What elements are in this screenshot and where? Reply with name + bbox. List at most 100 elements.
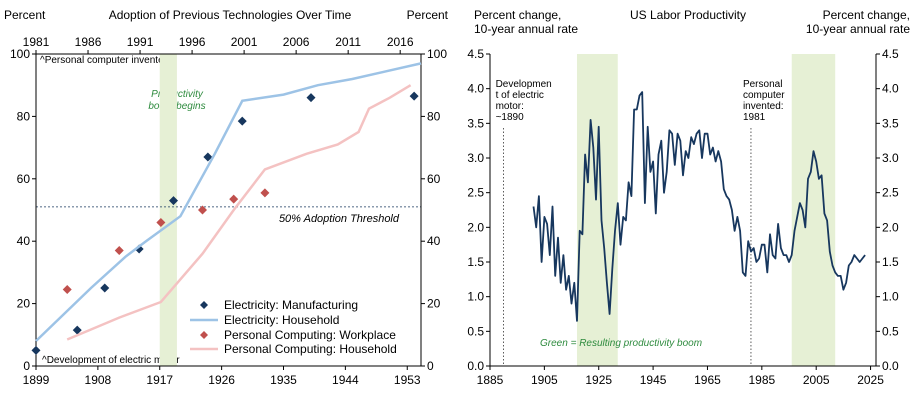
- marker-electricity-manufacturing: [237, 116, 247, 126]
- top-xtick-label: 2016: [387, 35, 414, 49]
- left-ytick-label-right: 40: [427, 234, 441, 248]
- right-chart-title: US Labor Productivity: [630, 8, 746, 22]
- right-ylabel-left-line2: 10-year annual rate: [474, 22, 578, 36]
- marker-personal-computing-workplace: [229, 194, 239, 204]
- left-ytick-label: 20: [17, 297, 31, 311]
- event-marker-label-line: t of electric: [496, 90, 544, 101]
- right-ylabel-right-line1: Percent change,: [823, 8, 910, 22]
- right-ylabel-right: Percent change, 10-year annual rate: [806, 8, 910, 36]
- series-line-us-labor-productivity: [532, 91, 866, 322]
- top-xtick-label: 1996: [179, 35, 206, 49]
- series-line-electricity-household: [35, 62, 422, 342]
- marker-electricity-manufacturing: [72, 325, 82, 335]
- bottom-xtick-label: 1953: [394, 373, 421, 387]
- left-ytick-label-right: 80: [427, 109, 441, 123]
- series-line-personal-computing-household: [66, 84, 412, 341]
- bottom-xtick-label: 1926: [208, 373, 235, 387]
- marker-personal-computing-workplace: [62, 285, 72, 295]
- event-marker-label-line: computer: [743, 90, 785, 101]
- top-xtick-label: 1986: [75, 35, 102, 49]
- right-ytick-label-left: 3.0: [467, 151, 484, 165]
- left-shaded-region: [159, 54, 177, 366]
- left-ytick-label-right: 100: [427, 47, 447, 61]
- marker-electricity-manufacturing: [306, 93, 316, 103]
- right-ylabel-left: Percent change, 10-year annual rate: [474, 8, 578, 36]
- bottom-xtick-label: 1908: [85, 373, 112, 387]
- top-xtick-label: 1991: [127, 35, 154, 49]
- right-ytick-label-right: 2.0: [882, 220, 899, 234]
- bottom-xtick-label: 1935: [270, 373, 297, 387]
- right-ytick-label-right: 2.5: [882, 186, 899, 200]
- event-marker-label-line: 1981: [743, 112, 766, 123]
- left-ylabel-right: Percent: [407, 8, 449, 22]
- pc-invented-annotation: ^Personal computer invented: [40, 55, 169, 66]
- left-ytick-label: 40: [17, 234, 31, 248]
- event-marker-label-line: motor:: [496, 101, 524, 112]
- right-ylabel-right-line2: 10-year annual rate: [806, 22, 910, 36]
- event-marker-label-line: Developmen: [496, 79, 552, 90]
- marker-electricity-manufacturing: [169, 196, 178, 206]
- left-ytick-label: 0: [23, 359, 30, 373]
- legend-swatch-marker: [200, 331, 208, 339]
- right-ytick-label-left: 0.0: [467, 359, 484, 373]
- right-ytick-label-right: 1.0: [882, 290, 899, 304]
- right-xtick-label: 1945: [640, 373, 667, 387]
- left-ylabel-left: Percent: [4, 8, 46, 22]
- right-ytick-label-left: 2.0: [467, 220, 484, 234]
- legend-swatch-marker: [200, 301, 208, 309]
- marker-electricity-manufacturing: [31, 345, 41, 355]
- right-ytick-label-left: 4.5: [467, 47, 484, 61]
- left-chart: Percent Adoption of Previous Technologie…: [4, 8, 449, 366]
- shaded-label-line1: Productivity: [151, 89, 204, 100]
- right-xtick-label: 1985: [748, 373, 775, 387]
- right-ytick-label-left: 0.5: [467, 324, 484, 338]
- motor-annotation: ^Development of electric motor: [42, 355, 180, 366]
- threshold-label: 50% Adoption Threshold: [279, 213, 400, 225]
- right-chart: Percent change, 10-year annual rate US La…: [474, 8, 910, 36]
- event-marker-label-line: Personal: [743, 79, 782, 90]
- bottom-xtick-label: 1944: [332, 373, 359, 387]
- right-ytick-label-right: 3.0: [882, 151, 899, 165]
- right-ytick-label-left: 3.5: [467, 116, 484, 130]
- top-xtick-label: 1981: [23, 35, 50, 49]
- right-xtick-label: 1885: [477, 373, 504, 387]
- legend-label: Personal Computing: Household: [224, 342, 397, 356]
- event-marker-label-line: invented:: [743, 101, 784, 112]
- marker-electricity-manufacturing: [100, 283, 110, 293]
- right-ytick-label-right: 3.5: [882, 116, 899, 130]
- marker-personal-computing-workplace: [114, 246, 124, 256]
- right-xtick-label: 1925: [585, 373, 612, 387]
- marker-personal-computing-workplace: [156, 217, 166, 227]
- right-ytick-label-right: 4.0: [882, 82, 899, 96]
- marker-personal-computing-workplace: [197, 205, 207, 215]
- legend-label: Personal Computing: Workplace: [224, 328, 396, 342]
- right-ytick-label-right: 0.0: [882, 359, 899, 373]
- legend-label: Electricity: Manufacturing: [224, 298, 358, 312]
- left-ytick-label-right: 0: [427, 359, 434, 373]
- right-ylabel-left-line1: Percent change,: [474, 8, 561, 22]
- left-plot-area: 0 0 20 20 40 40 60 60 80 80 100 100 1899 1908 1917 1926…: [10, 35, 447, 387]
- top-xtick-label: 2001: [231, 35, 258, 49]
- left-chart-title: Adoption of Previous Technologies Over T…: [109, 8, 352, 22]
- right-ytick-label-right: 4.5: [882, 47, 899, 61]
- marker-electricity-manufacturing: [409, 91, 419, 101]
- left-ytick-label-right: 60: [427, 172, 441, 186]
- right-xtick-label: 1905: [531, 373, 558, 387]
- right-ytick-label-right: 1.5: [882, 255, 899, 269]
- bottom-xtick-label: 1899: [23, 373, 50, 387]
- top-xtick-label: 2006: [283, 35, 310, 49]
- right-ytick-label-left: 2.5: [467, 186, 484, 200]
- right-plot-area: 0.0 0.0 0.5 0.5 1.0 1.0 1.5 1.5 2.0 2.0 2.5 2.5 3.0 3…: [467, 47, 899, 387]
- marker-electricity-manufacturing: [203, 152, 213, 162]
- footnote: Green = Resulting productivity boom: [540, 338, 702, 349]
- right-ytick-label-left: 4.0: [467, 82, 484, 96]
- right-ytick-label-left: 1.5: [467, 255, 484, 269]
- left-ytick-label-right: 20: [427, 297, 441, 311]
- top-xtick-label: 2011: [335, 35, 361, 49]
- legend-label: Electricity: Household: [224, 313, 339, 327]
- right-ytick-label-right: 0.5: [882, 324, 899, 338]
- event-marker-label-line: ~1890: [496, 112, 525, 123]
- shaded-label: Productivity boom begins: [148, 89, 205, 112]
